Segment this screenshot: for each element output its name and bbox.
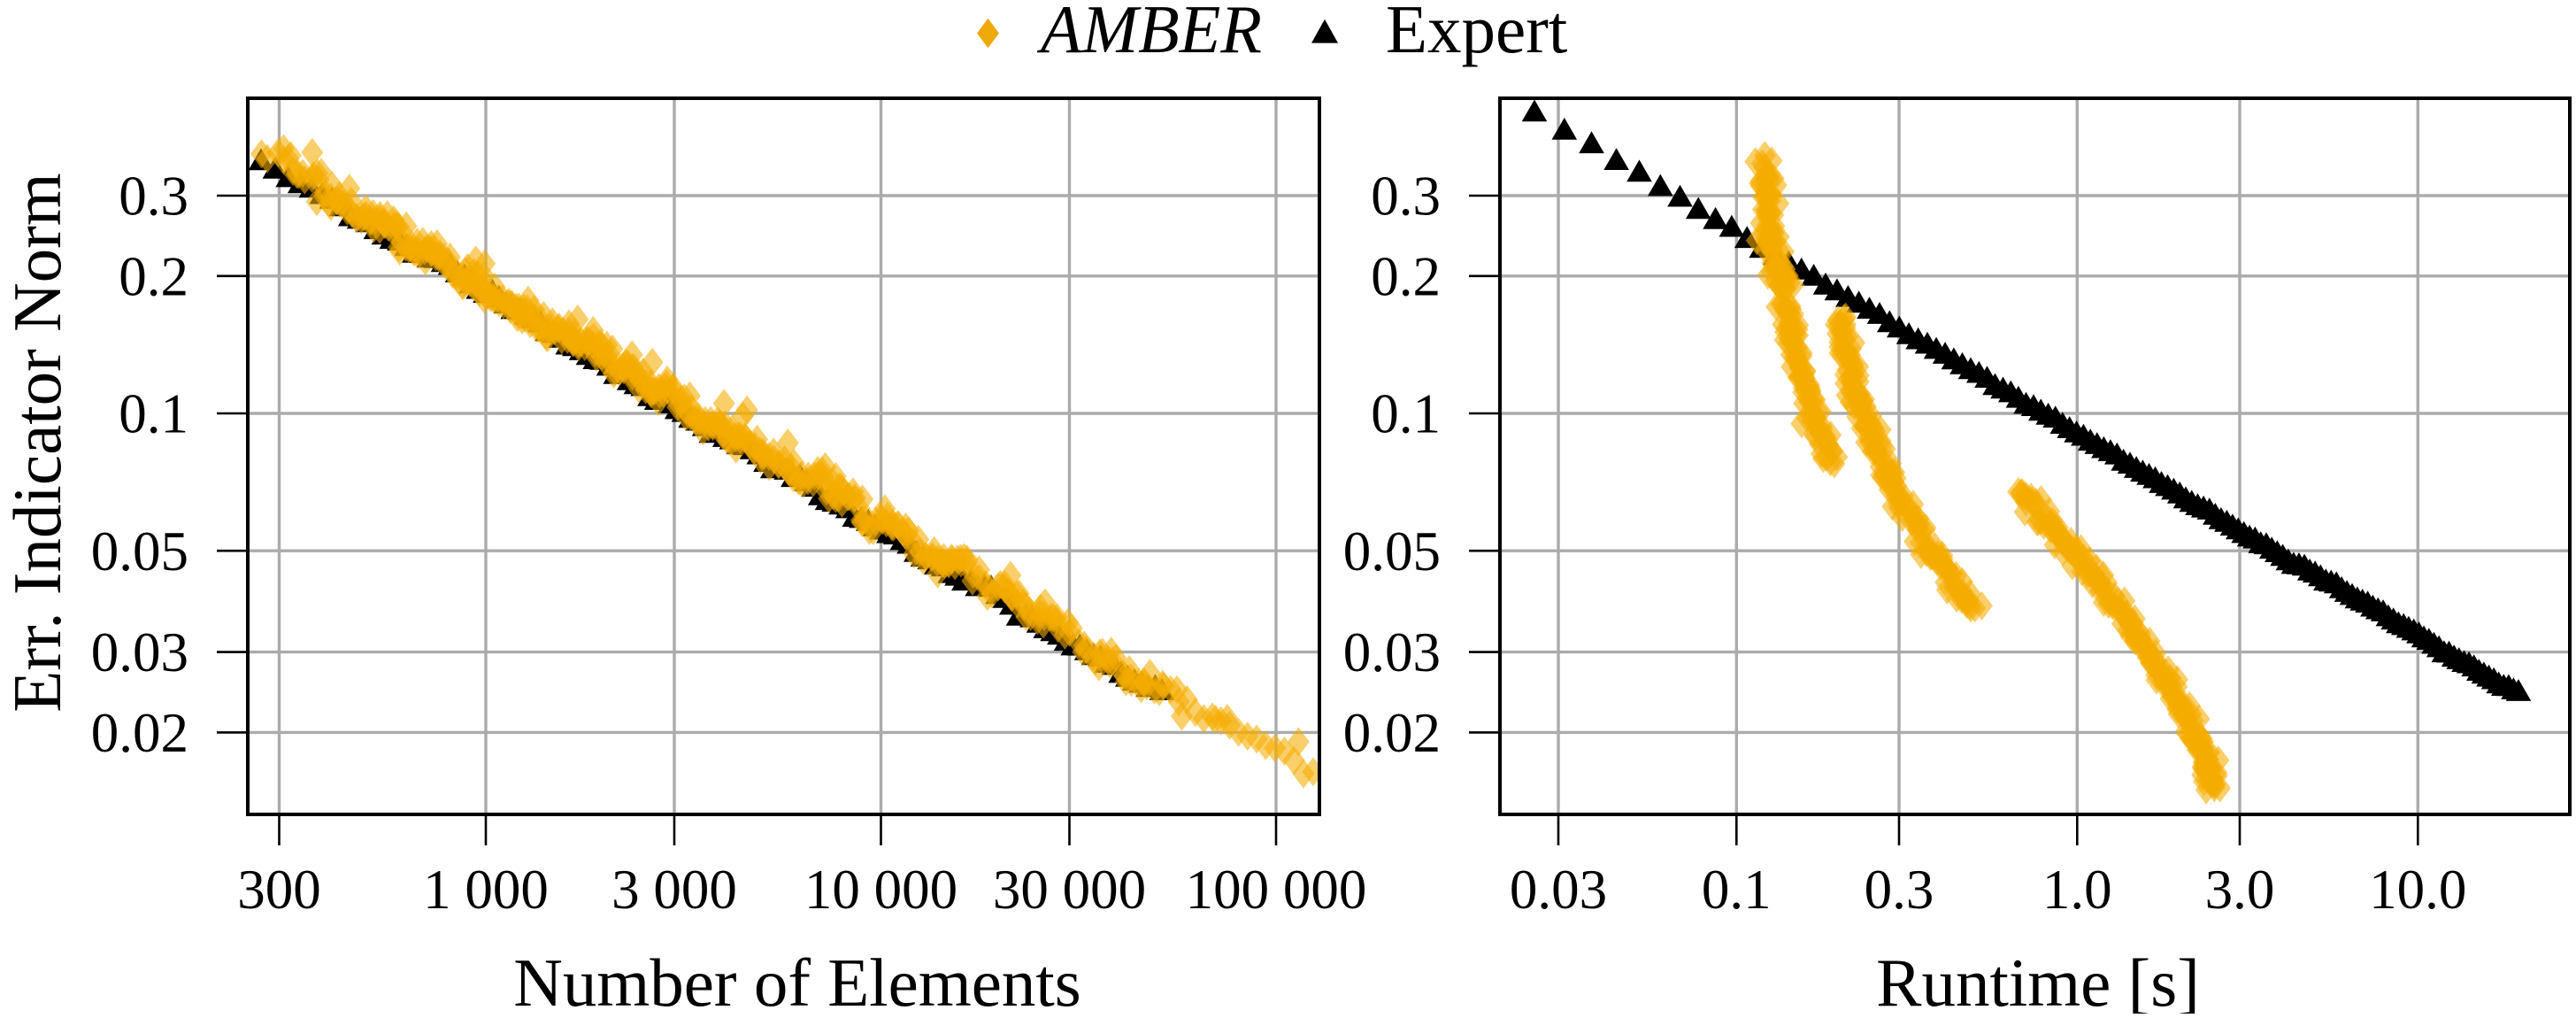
svg-text:0.2: 0.2: [119, 245, 188, 307]
svg-text:0.3: 0.3: [119, 166, 188, 228]
svg-text:1 000: 1 000: [423, 859, 549, 921]
svg-text:3.0: 3.0: [2205, 859, 2275, 921]
svg-text:0.3: 0.3: [1371, 166, 1441, 228]
svg-text:0.05: 0.05: [91, 521, 188, 582]
svg-text:0.1: 0.1: [119, 383, 188, 445]
svg-text:0.3: 0.3: [1865, 859, 1934, 921]
svg-text:Expert: Expert: [1386, 0, 1567, 67]
svg-text:1.0: 1.0: [2042, 859, 2112, 921]
svg-text:0.1: 0.1: [1371, 383, 1441, 445]
svg-text:0.02: 0.02: [1343, 702, 1441, 764]
svg-text:300: 300: [237, 859, 321, 921]
svg-text:0.05: 0.05: [1343, 521, 1441, 582]
svg-text:Err. Indicator Norm: Err. Indicator Norm: [0, 173, 75, 712]
svg-text:0.03: 0.03: [1510, 859, 1607, 921]
svg-text:3 000: 3 000: [611, 859, 737, 921]
svg-text:0.03: 0.03: [91, 621, 188, 683]
svg-text:0.2: 0.2: [1371, 245, 1441, 307]
svg-text:AMBER: AMBER: [1036, 0, 1262, 67]
svg-text:0.03: 0.03: [1343, 621, 1441, 683]
svg-text:30 000: 30 000: [993, 859, 1146, 921]
svg-text:100 000: 100 000: [1186, 859, 1367, 921]
svg-text:10 000: 10 000: [804, 859, 957, 921]
svg-text:0.02: 0.02: [91, 702, 188, 764]
svg-text:Runtime [s]: Runtime [s]: [1876, 945, 2200, 1014]
svg-text:Number of Elements: Number of Elements: [513, 945, 1081, 1014]
svg-text:10.0: 10.0: [2369, 859, 2466, 921]
svg-text:0.1: 0.1: [1702, 859, 1772, 921]
